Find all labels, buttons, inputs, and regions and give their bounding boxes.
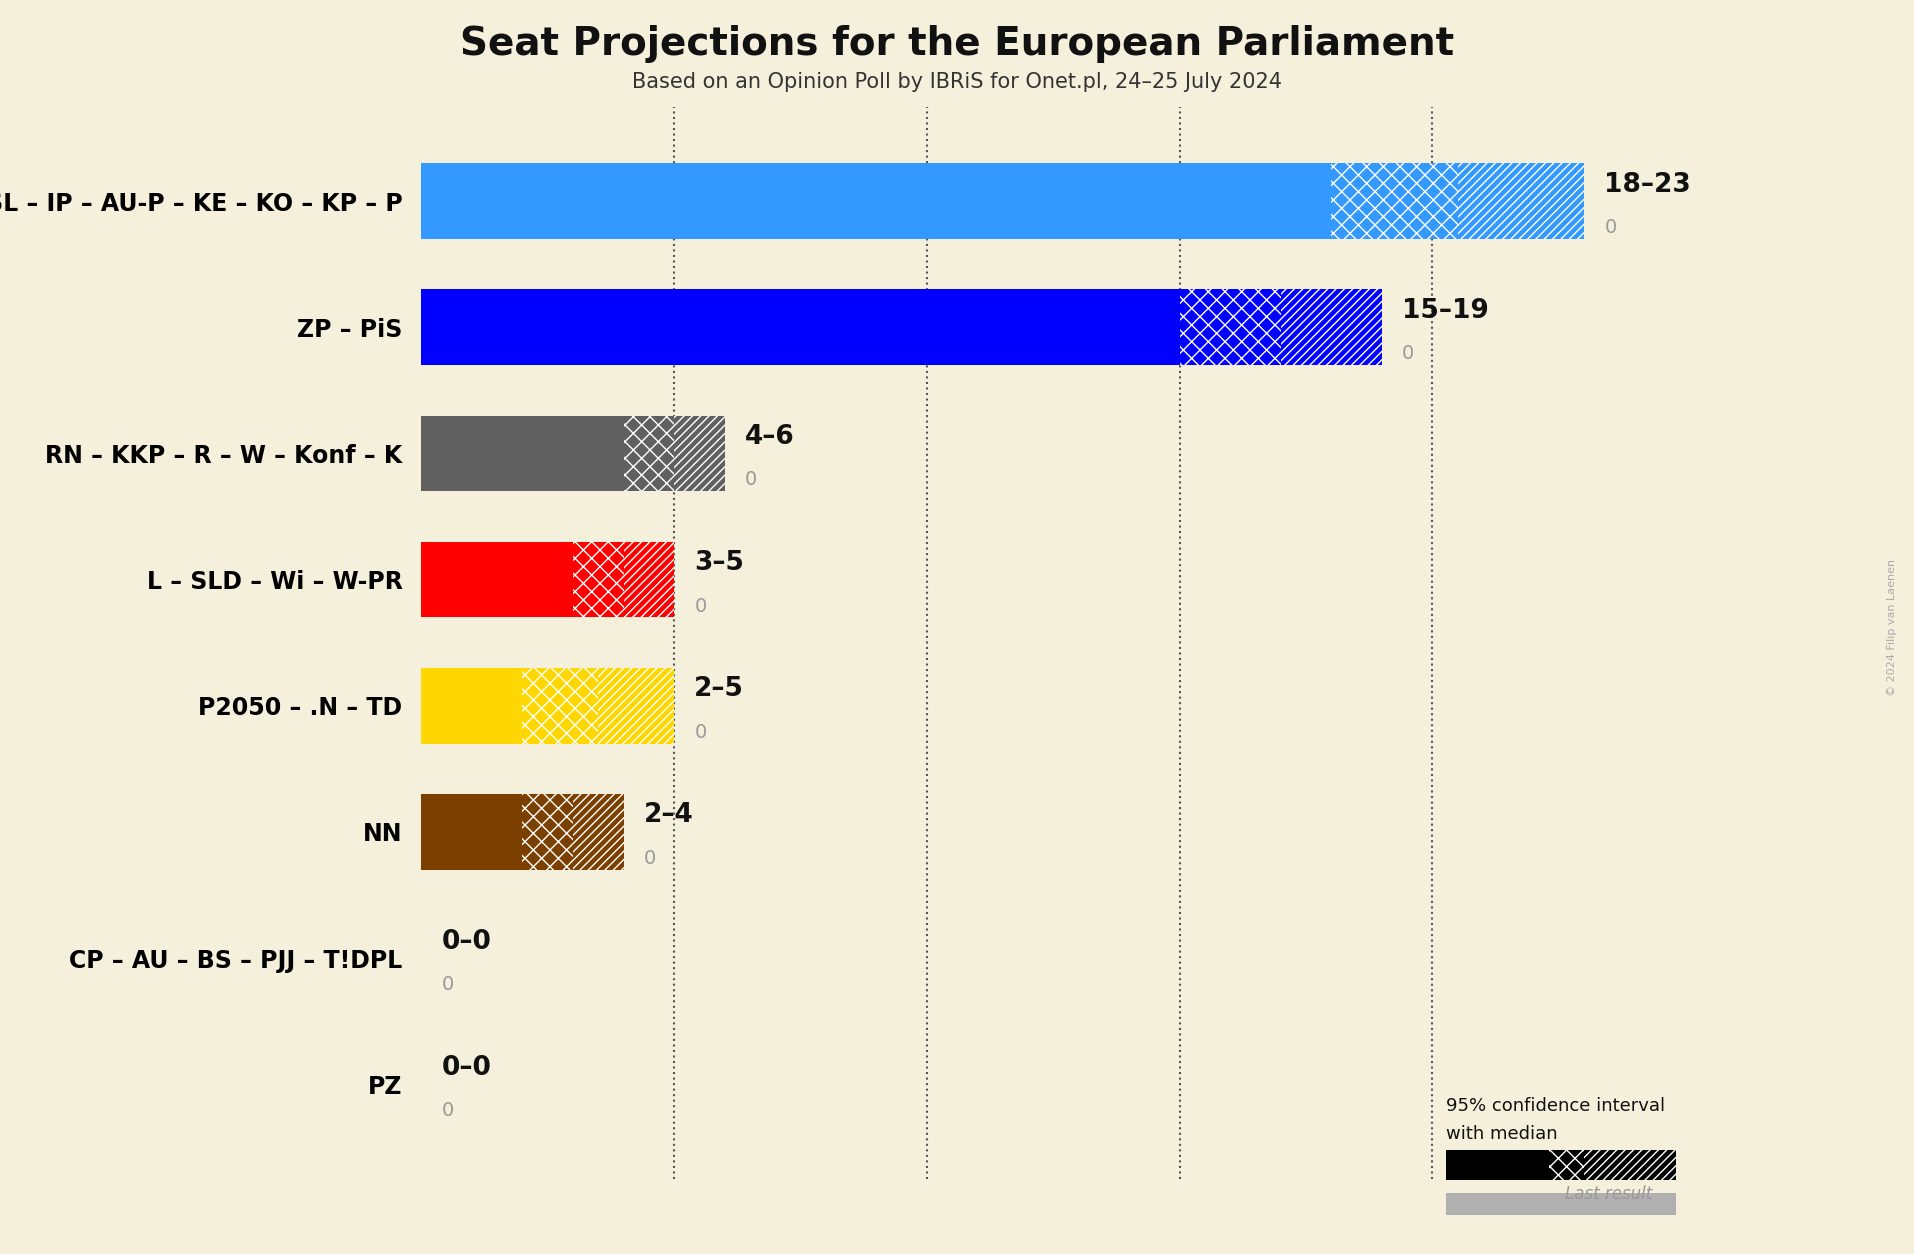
- Bar: [421, 163, 1330, 240]
- Bar: [674, 415, 723, 492]
- Text: 15–19: 15–19: [1401, 298, 1489, 324]
- Text: 18–23: 18–23: [1604, 172, 1690, 198]
- Bar: [523, 794, 572, 870]
- Text: Seat Projections for the European Parliament: Seat Projections for the European Parlia…: [459, 25, 1455, 63]
- Text: 0–0: 0–0: [442, 1055, 492, 1081]
- Bar: [624, 415, 674, 492]
- Text: 3–5: 3–5: [695, 551, 745, 576]
- Text: 4–6: 4–6: [745, 424, 794, 450]
- Bar: [1457, 163, 1583, 240]
- Bar: [1445, 1150, 1548, 1180]
- Bar: [421, 542, 572, 617]
- Bar: [624, 542, 674, 617]
- Text: 95% confidence interval: 95% confidence interval: [1445, 1097, 1663, 1115]
- Text: 0: 0: [442, 1101, 454, 1120]
- Bar: [421, 290, 1179, 365]
- Text: Based on an Opinion Poll by IBRiS for Onet.pl, 24–25 July 2024: Based on an Opinion Poll by IBRiS for On…: [632, 71, 1282, 92]
- Text: with median: with median: [1445, 1125, 1556, 1142]
- Text: 0–0: 0–0: [442, 929, 492, 954]
- Bar: [1280, 290, 1382, 365]
- Bar: [421, 415, 624, 492]
- Text: 0: 0: [442, 976, 454, 994]
- Bar: [572, 542, 624, 617]
- Text: 0: 0: [695, 597, 706, 616]
- Text: 0: 0: [1604, 218, 1615, 237]
- Bar: [572, 794, 624, 870]
- Bar: [1583, 1150, 1675, 1180]
- Bar: [421, 668, 523, 744]
- Bar: [1548, 1150, 1583, 1180]
- Bar: [1179, 290, 1280, 365]
- Text: 0: 0: [1401, 345, 1414, 364]
- Text: © 2024 Filip van Laenen: © 2024 Filip van Laenen: [1885, 558, 1897, 696]
- Bar: [1330, 163, 1457, 240]
- Bar: [421, 794, 523, 870]
- Text: 2–4: 2–4: [643, 803, 693, 829]
- Bar: [1445, 1193, 1675, 1215]
- Text: 0: 0: [745, 470, 756, 489]
- Text: 2–5: 2–5: [695, 676, 745, 702]
- Text: Last result: Last result: [1564, 1185, 1652, 1203]
- Text: 0: 0: [695, 722, 706, 741]
- Bar: [523, 668, 597, 744]
- Text: 0: 0: [643, 849, 657, 868]
- Bar: [597, 668, 674, 744]
